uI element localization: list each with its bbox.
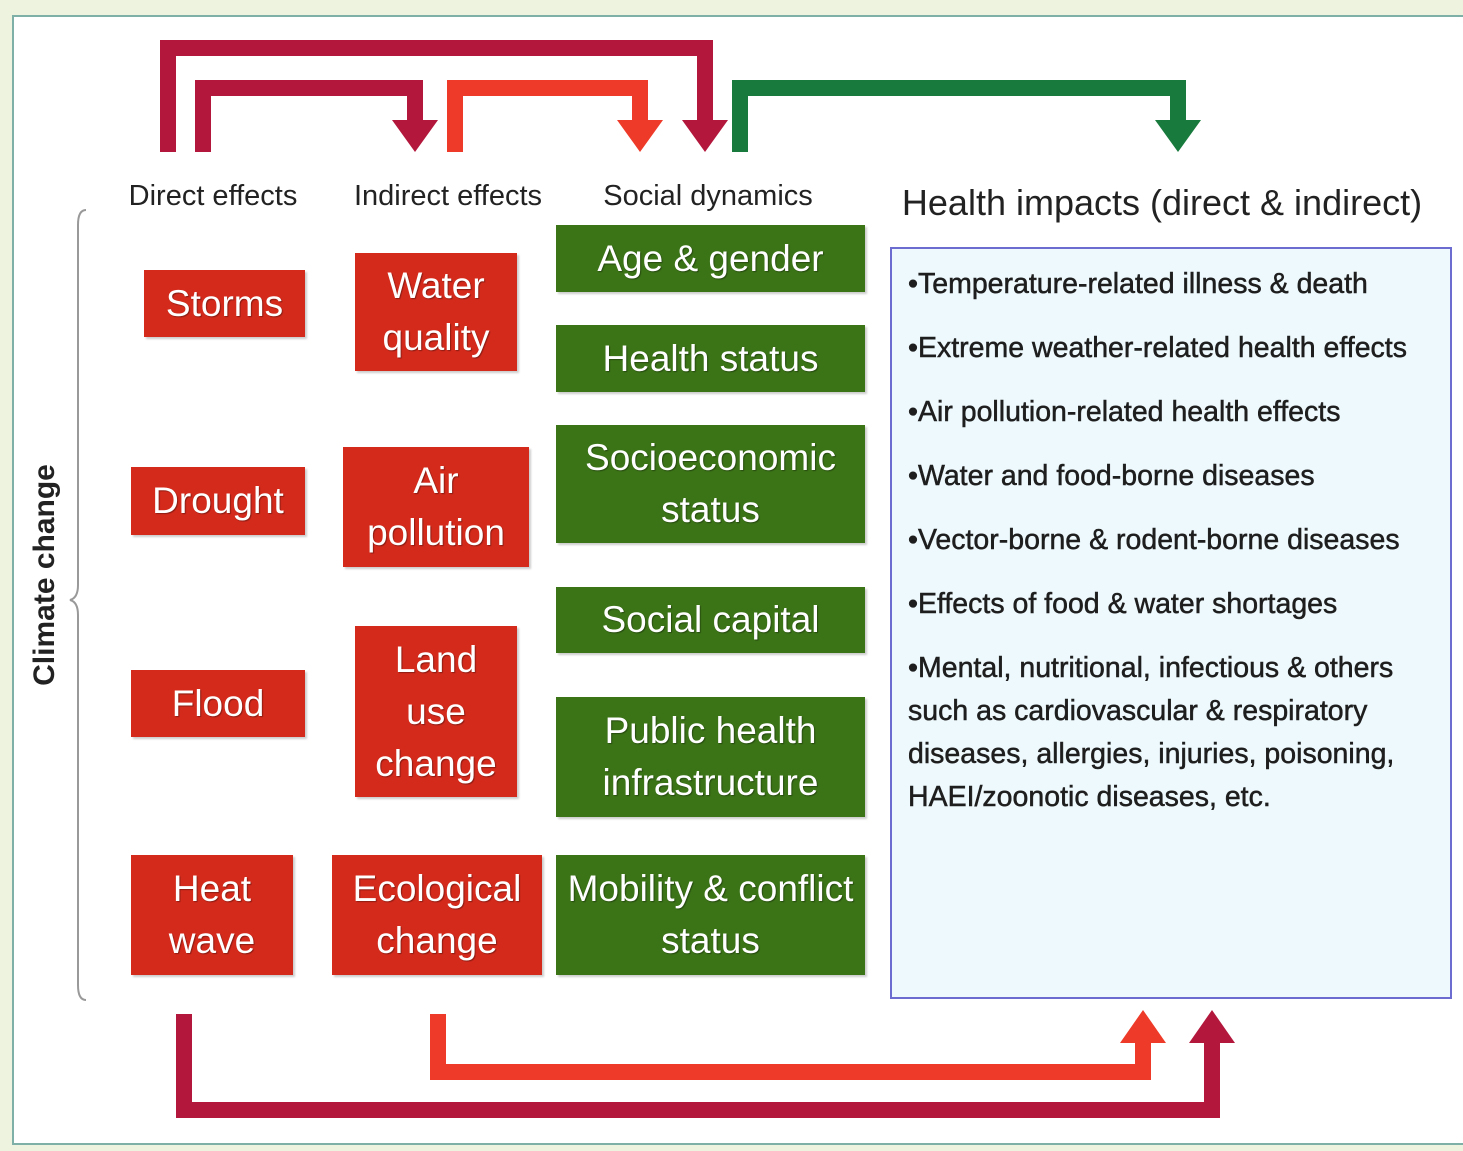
social-box: Social capital: [556, 587, 865, 653]
social-box: Socioeconomic status: [556, 425, 865, 543]
header-indirect: Indirect effects: [353, 180, 543, 212]
social-box: Public health infrastructure: [556, 697, 865, 817]
header-direct: Direct effects: [128, 180, 298, 212]
arrow-social-to-health: [732, 80, 1186, 152]
arrow-indirect-to-social: [447, 80, 648, 152]
indirect-box: Air pollution: [343, 447, 529, 567]
arrowhead: [682, 120, 728, 152]
direct-box: Storms: [144, 270, 305, 337]
direct-box: Flood: [131, 670, 305, 737]
arrow-direct-to-indirect: [195, 80, 423, 152]
indirect-box: Water quality: [355, 253, 517, 371]
arrowhead: [1120, 1010, 1166, 1043]
arrowhead: [1189, 1010, 1235, 1043]
social-box: Mobility & conflict status: [556, 855, 865, 975]
header-health: Health impacts (direct & indirect): [901, 182, 1423, 223]
impact-item: •Mental, nutritional, infectious & other…: [908, 652, 1395, 814]
header-social: Social dynamics: [603, 180, 813, 212]
indirect-box: Ecological change: [332, 855, 542, 975]
social-box: Health status: [556, 325, 865, 392]
direct-box: Drought: [131, 467, 305, 535]
arrow-indirect-to-health: [430, 1014, 1151, 1080]
arrow-direct-to-social: [160, 40, 713, 152]
arrowhead: [392, 120, 438, 152]
social-box: Age & gender: [556, 225, 865, 292]
indirect-box: Land use change: [355, 626, 517, 797]
impact-item: •Air pollution-related health effects: [908, 396, 1341, 429]
side-label: Climate change: [28, 464, 61, 686]
impact-item: •Temperature-related illness & death: [908, 268, 1368, 301]
impact-item: •Vector-borne & rodent-borne diseases: [908, 524, 1400, 557]
brace: [69, 209, 87, 1001]
impact-item: •Effects of food & water shortages: [908, 588, 1338, 621]
impact-item: •Water and food-borne diseases: [908, 460, 1315, 493]
direct-box: Heat wave: [131, 855, 293, 975]
arrowhead: [1155, 120, 1201, 152]
arrow-direct-to-health: [176, 1014, 1220, 1118]
health-impacts-box: •Temperature-related illness & death •Ex…: [890, 247, 1452, 999]
impact-item: •Extreme weather-related health effects: [908, 332, 1407, 365]
arrowhead: [617, 120, 663, 152]
